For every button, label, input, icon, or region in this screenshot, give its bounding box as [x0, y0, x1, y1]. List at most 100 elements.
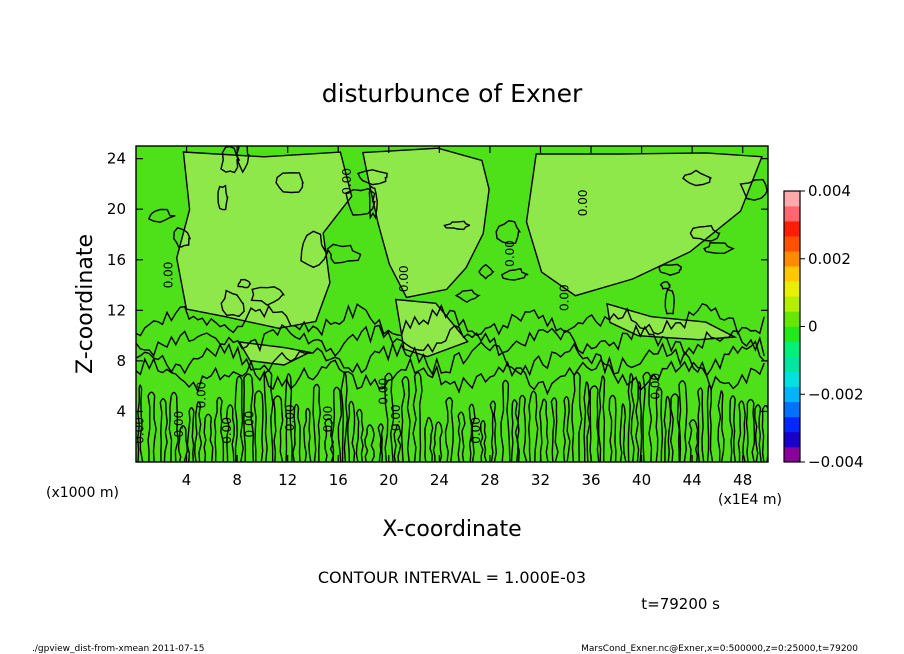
- contour-line: [272, 395, 284, 462]
- contour-line: [243, 373, 255, 462]
- time-label: t=79200 s: [641, 595, 720, 613]
- chart-title: disturbunce of Exner: [322, 79, 583, 108]
- colorbar-segment: [784, 431, 800, 448]
- contour-line: [432, 421, 443, 462]
- contour-line: [688, 419, 699, 462]
- contour-line: [516, 394, 528, 462]
- contour-line: [510, 399, 520, 462]
- light-region: [362, 148, 490, 298]
- contour-line: [347, 400, 356, 462]
- contour-line: [193, 401, 203, 462]
- contour-line: [326, 243, 362, 264]
- colorbar-segment: [784, 191, 800, 207]
- contour-line: [642, 371, 653, 462]
- x-tick-label: 8: [232, 471, 242, 489]
- light-regions: [176, 148, 762, 365]
- contour-line: [619, 403, 627, 462]
- y-tick-label: 12: [107, 301, 126, 319]
- colorbar-tick-label: 0.004: [808, 182, 851, 200]
- contour-label: 0.00: [389, 404, 403, 431]
- y-axis: 4 8 12 16 20 24: [107, 150, 768, 420]
- contour-line: [136, 324, 765, 358]
- x-axis-label: X-coordinate: [382, 517, 521, 542]
- contour-line: [539, 398, 549, 462]
- contour-line: [635, 381, 643, 462]
- x-tick-label: 4: [182, 471, 192, 489]
- contour-line: [217, 184, 229, 211]
- contour-line: [468, 403, 476, 462]
- contour-label: 0.00: [397, 265, 411, 292]
- contour-interval-text: CONTOUR INTERVAL = 1.000E-03: [318, 568, 586, 587]
- colorbar-segment: [784, 386, 800, 403]
- y-tick-label: 20: [107, 200, 126, 218]
- contour-line: [583, 381, 591, 462]
- x-tick-label: 12: [278, 471, 297, 489]
- contour-labels: 0.00 0.000.000.00 0.00 0.00 0.000.000.000.00…: [136, 168, 662, 444]
- contour-line: [562, 396, 571, 462]
- contour-line: [173, 226, 192, 248]
- contour-line: [136, 340, 765, 378]
- contour-line: [571, 371, 583, 462]
- contour-line: [663, 395, 672, 462]
- colorbar-segment: [784, 311, 800, 327]
- contour-line: [186, 407, 195, 462]
- contour-line: [443, 220, 471, 231]
- y-axis-unit: (x1000 m): [46, 485, 119, 501]
- contour-line: [745, 398, 756, 462]
- contour-line: [495, 219, 521, 245]
- y-tick-label: 4: [116, 402, 126, 420]
- x-axis: 4 8 12 16 20 24 28 32 36 40 44 48: [182, 146, 752, 489]
- contour-line: [400, 376, 411, 462]
- contour-line: [177, 424, 189, 462]
- contour-line: [608, 394, 617, 462]
- contour-line: [678, 380, 688, 462]
- contour-line: [479, 420, 488, 462]
- contour-line: [444, 397, 454, 462]
- y-tick-label: 24: [107, 150, 126, 168]
- contour-line: [284, 373, 293, 462]
- contour-line: [368, 184, 379, 220]
- contour-line: [175, 151, 353, 330]
- colorbar-segment: [784, 416, 800, 433]
- x-tick-label: 48: [733, 471, 752, 489]
- contour-label: 0.00: [576, 190, 590, 217]
- light-region: [395, 299, 468, 357]
- y-axis-label: Z-coordinate: [73, 234, 98, 374]
- contour-line: [528, 390, 539, 462]
- colorbar-segment: [784, 356, 800, 372]
- contour-label: 0.00: [503, 240, 517, 267]
- contour-line: [345, 187, 376, 216]
- contour-label: 0.00: [648, 373, 662, 400]
- contour-line: [658, 263, 682, 276]
- contour-line: [655, 386, 664, 462]
- contour-line: [220, 289, 245, 318]
- contour-line: [213, 396, 225, 462]
- contour-line: [478, 263, 495, 280]
- contour-line: [357, 169, 388, 186]
- colorbar-tick-label: −0.002: [808, 385, 864, 403]
- contour-line: [598, 375, 606, 462]
- colorbar-segment: [784, 251, 800, 267]
- contour-line: [237, 278, 252, 289]
- contour-label: 0.00: [557, 284, 571, 311]
- contour-line: [159, 398, 168, 462]
- contour-line: [424, 416, 434, 462]
- contour-line: [275, 172, 305, 194]
- contour-line: [292, 403, 301, 462]
- contour-label: 0.00: [377, 378, 391, 405]
- contour-line: [384, 372, 395, 462]
- contour-line: [137, 384, 144, 462]
- light-region: [176, 152, 352, 329]
- contour-line: [717, 390, 725, 462]
- colorbar-tick-label: 0.002: [808, 250, 851, 268]
- contour-line: [703, 242, 735, 254]
- contour-line: [659, 280, 672, 290]
- contour-line: [312, 383, 322, 462]
- x-tick-label: 24: [430, 471, 449, 489]
- contour-line: [454, 289, 481, 303]
- light-region: [607, 303, 735, 340]
- plot-area: 0.00 0.000.000.00 0.00 0.00 0.000.000.000.00…: [136, 146, 768, 462]
- contour-line: [147, 391, 157, 462]
- contour-line: [330, 386, 343, 462]
- footer-right: MarsCond_Exner.nc@Exner,x=0:500000,z=0:2…: [581, 644, 858, 654]
